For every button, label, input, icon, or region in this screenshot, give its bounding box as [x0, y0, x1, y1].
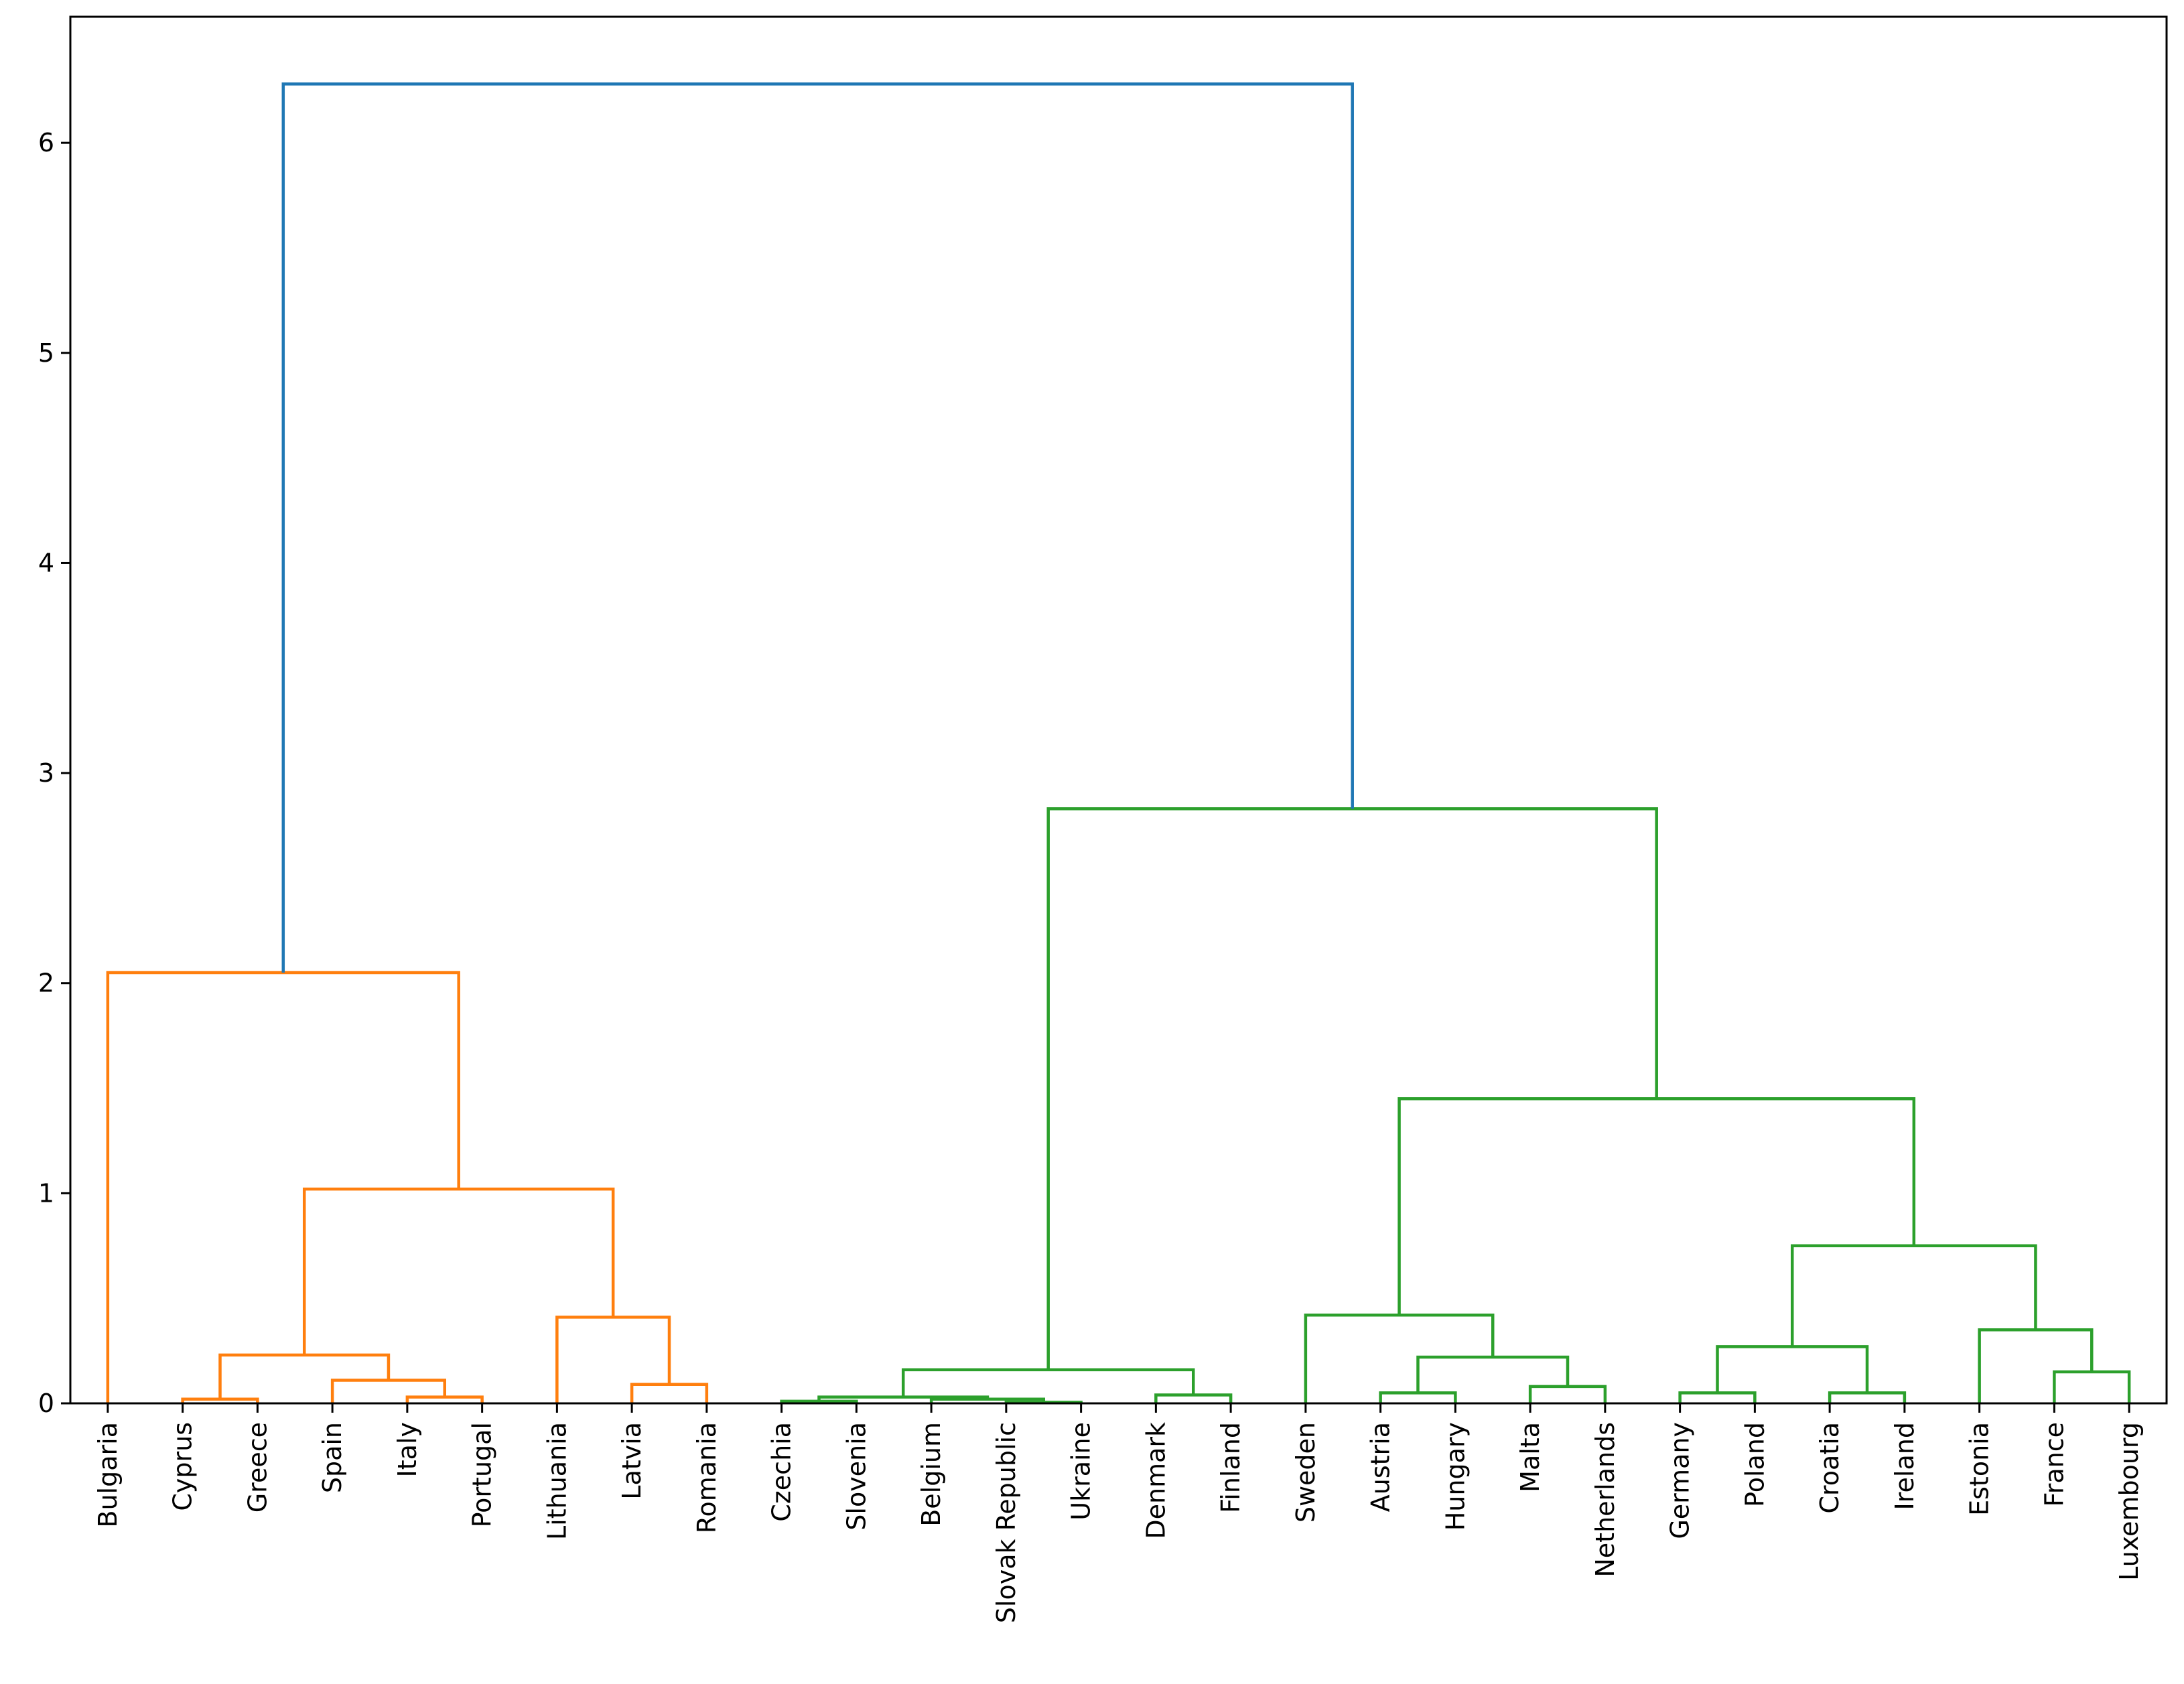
dendrogram-link [1678, 1391, 1757, 1403]
leaf-label: Poland [1740, 1422, 1769, 1507]
leaf-label: Austria [1366, 1422, 1395, 1512]
y-tick-label: 3 [38, 758, 54, 788]
y-tick-label: 0 [38, 1389, 54, 1418]
dendrogram-link [1154, 1393, 1233, 1403]
leaf-label: Estonia [1965, 1422, 1994, 1516]
leaf-label: Italy [393, 1422, 422, 1477]
leaf-label: Malta [1515, 1422, 1545, 1492]
leaf-label: Netherlands [1590, 1422, 1620, 1577]
leaf-label: Cyprus [168, 1422, 198, 1511]
dendrogram-link [1828, 1391, 1907, 1403]
x-axis-leaf-labels: Bulgaria Cyprus Greece Spain Italy Portugal Li… [93, 1403, 2144, 1623]
leaf-label: Sweden [1291, 1422, 1320, 1523]
leaf-label: Croatia [1815, 1422, 1844, 1514]
dendrogram-link [1528, 1385, 1607, 1403]
dendrogram-link [218, 1353, 391, 1399]
leaf-label: France [2039, 1422, 2069, 1506]
dendrogram-link [1304, 1314, 1495, 1403]
dendrogram-link [1791, 1244, 2037, 1347]
y-tick-label: 4 [38, 548, 54, 577]
leaf-label: Greece [243, 1422, 272, 1513]
dendrogram-link [1716, 1345, 1869, 1393]
y-axis: 0 1 2 3 4 5 6 [38, 128, 70, 1418]
dendrogram-link [929, 1397, 1045, 1403]
dendrogram-link [181, 1397, 259, 1403]
dendrogram-link [1046, 807, 1658, 1370]
leaf-label: Luxembourg [2114, 1422, 2144, 1581]
leaf-label: Hungary [1440, 1422, 1470, 1531]
leaf-label: Bulgaria [93, 1422, 123, 1528]
dendrogram-links [106, 82, 2131, 1404]
y-tick-label: 1 [38, 1178, 54, 1208]
leaf-label: Finland [1216, 1422, 1245, 1513]
leaf-label: Romania [692, 1422, 722, 1533]
dendrogram-link [330, 1379, 446, 1403]
leaf-label: Spain [318, 1422, 347, 1493]
leaf-label: Czechia [767, 1422, 797, 1522]
dendrogram-link [302, 1187, 615, 1355]
y-tick-label: 6 [38, 128, 54, 157]
dendrogram-link [2053, 1370, 2131, 1403]
leaf-label: Slovenia [841, 1422, 871, 1531]
leaf-label: Latvia [617, 1422, 646, 1500]
y-tick-label: 5 [38, 338, 54, 368]
leaf-label: Slovak Republic [992, 1422, 1021, 1623]
dendrogram-link [555, 1316, 671, 1403]
dendrogram-link [630, 1383, 709, 1403]
leaf-label: Ireland [1890, 1422, 1919, 1510]
leaf-label: Denmark [1141, 1422, 1170, 1539]
leaf-label: Portugal [468, 1422, 497, 1527]
leaf-label: Lithuania [542, 1422, 571, 1540]
leaf-label: Belgium [916, 1422, 946, 1527]
dendrogram-link [281, 82, 1354, 973]
dendrogram-link [106, 971, 460, 1403]
dendrogram-link [1379, 1391, 1457, 1403]
dendrogram-link [1397, 1097, 1916, 1316]
plot-frame [69, 15, 2168, 1405]
y-tick-label: 2 [38, 969, 54, 998]
leaf-label: Ukraine [1067, 1422, 1096, 1521]
dendrogram-link [901, 1368, 1195, 1397]
dendrogram-link [1978, 1328, 2094, 1403]
leaf-label: Germany [1665, 1422, 1695, 1539]
